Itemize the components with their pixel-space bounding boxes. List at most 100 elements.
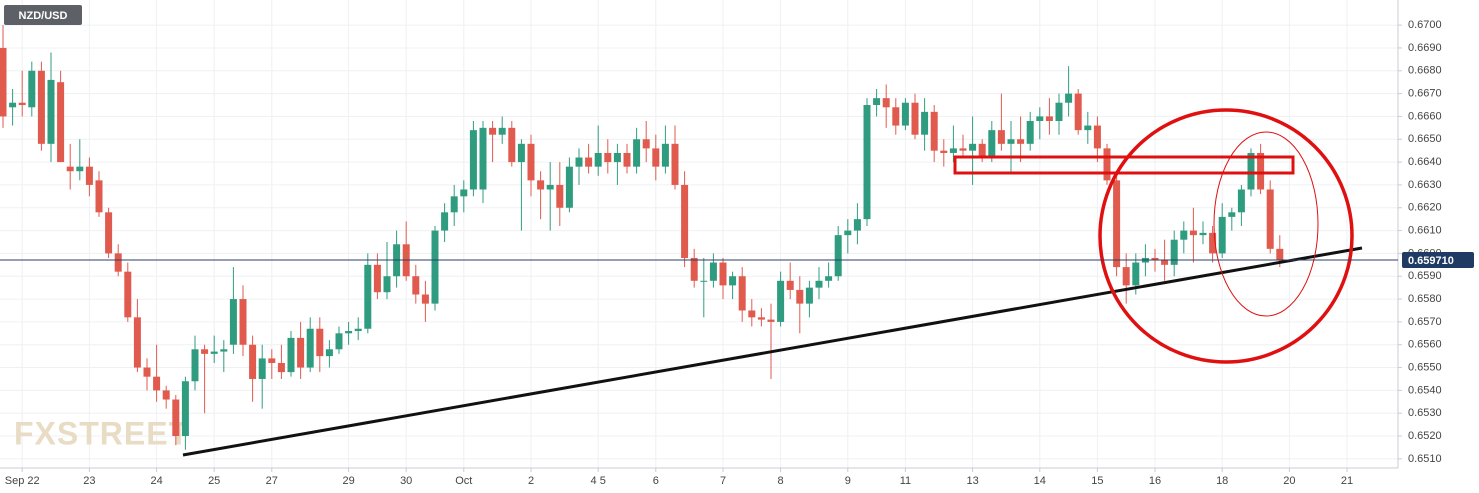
candle-body: [959, 148, 967, 151]
candle-body: [1132, 262, 1140, 286]
y-tick-label: 0.6640: [1408, 156, 1442, 168]
candle-body: [489, 127, 497, 135]
candle-body: [796, 289, 804, 304]
x-tick-label: 13: [966, 475, 978, 487]
candle-body: [642, 139, 650, 149]
y-tick-label: 0.6610: [1408, 224, 1442, 236]
symbol-badge: [4, 5, 82, 25]
candle-body: [153, 376, 161, 391]
x-tick-label: 23: [83, 475, 95, 487]
candle-body: [1103, 148, 1111, 181]
candle-body: [1161, 260, 1169, 265]
candle-body: [508, 127, 516, 163]
x-tick-label: 8: [778, 475, 784, 487]
candle-body: [863, 105, 871, 220]
x-tick-label: 20: [1283, 475, 1295, 487]
candle-body: [441, 212, 449, 231]
y-tick-label: 0.6590: [1408, 270, 1442, 282]
candle-body: [354, 328, 362, 332]
y-tick-label: 0.6530: [1408, 407, 1442, 419]
candle-body: [364, 264, 372, 329]
candle-body: [95, 180, 103, 213]
candle-body: [191, 349, 199, 382]
candle-body: [565, 166, 573, 208]
candle-body: [805, 287, 813, 304]
x-tick-label: 15: [1091, 475, 1103, 487]
candle-body: [85, 166, 93, 185]
y-tick-label: 0.6650: [1408, 133, 1442, 145]
candle-body: [28, 70, 36, 108]
candle-body: [57, 82, 65, 163]
x-tick-label: 24: [150, 475, 162, 487]
candle-body: [268, 358, 276, 363]
candle-body: [700, 280, 708, 282]
candle-body: [383, 276, 391, 293]
candle-body: [143, 367, 151, 377]
candle-body: [1007, 139, 1015, 144]
candle-body: [412, 276, 420, 295]
current-price-label: 0.659710: [1408, 255, 1454, 267]
candle-body: [729, 276, 737, 286]
candle-body: [921, 111, 929, 135]
candle-body: [527, 143, 535, 181]
candle-body: [949, 148, 957, 153]
candles: [0, 25, 1284, 450]
candle-body: [1170, 239, 1178, 265]
candle-body: [1093, 125, 1101, 149]
candle-body: [623, 152, 631, 167]
x-tick-label: 25: [208, 475, 220, 487]
candle-body: [844, 230, 852, 236]
candle-body: [882, 98, 890, 108]
y-tick-label: 0.6690: [1408, 42, 1442, 54]
y-tick-label: 0.6620: [1408, 202, 1442, 214]
x-tick-label: 16: [1149, 475, 1161, 487]
candle-body: [1017, 139, 1025, 144]
candle-body: [47, 79, 55, 144]
candle-body: [239, 299, 247, 345]
candle-body: [940, 150, 948, 153]
candle-body: [162, 390, 170, 400]
x-tick-label: 27: [266, 475, 278, 487]
candle-body: [287, 337, 295, 373]
candle-body: [335, 333, 343, 350]
x-tick-label: 11: [900, 475, 911, 487]
x-tick-label: 18: [1216, 475, 1228, 487]
candle-body: [930, 111, 938, 151]
candle-body: [18, 102, 26, 106]
candle-body: [421, 294, 429, 304]
candle-body: [479, 127, 487, 190]
candle-body: [306, 328, 314, 368]
candle-body: [1055, 102, 1063, 121]
candle-body: [709, 262, 717, 281]
candle-body: [1199, 232, 1207, 236]
candle-body: [345, 331, 353, 334]
candle-body: [1036, 116, 1044, 121]
candle-body: [546, 184, 554, 190]
candle-body: [1026, 120, 1034, 144]
candle-body: [988, 130, 996, 158]
y-tick-label: 0.6520: [1408, 430, 1442, 442]
candle-body: [76, 166, 84, 172]
candle-body: [1218, 216, 1226, 254]
candle-body: [1266, 189, 1274, 249]
candle-body: [325, 349, 333, 357]
candle-body: [748, 310, 756, 318]
candle-body: [201, 349, 209, 354]
candle-body: [373, 264, 381, 293]
candle-body: [825, 276, 833, 281]
candle-body: [901, 102, 909, 126]
candle-body: [585, 157, 593, 167]
candle-body: [297, 337, 305, 368]
candle-body: [460, 189, 468, 197]
candle-body: [1180, 230, 1188, 240]
candle-body: [757, 317, 765, 320]
x-tick-label: Sep 22: [5, 475, 40, 487]
candle-body: [498, 127, 506, 135]
candle-body: [172, 399, 180, 437]
candle-body: [114, 253, 122, 272]
candle-body: [220, 349, 228, 352]
candle-body: [1247, 152, 1255, 190]
x-tick-label: 7: [720, 475, 726, 487]
x-tick-label: 6: [653, 475, 659, 487]
